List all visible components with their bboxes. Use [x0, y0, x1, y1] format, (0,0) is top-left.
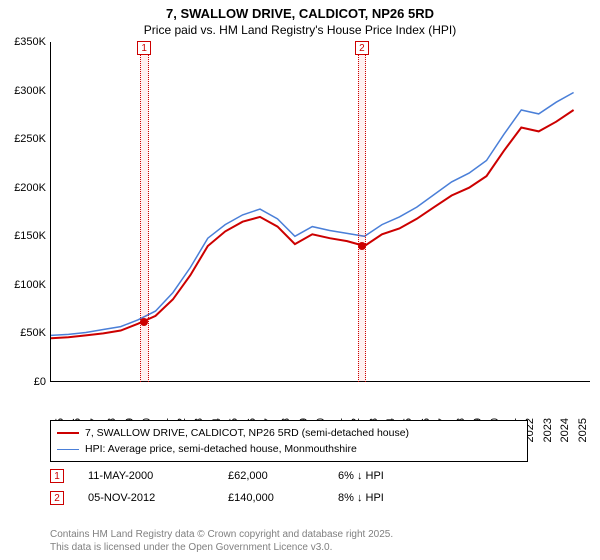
sale-row-2: 2 05-NOV-2012 £140,000 8% ↓ HPI — [50, 487, 458, 509]
y-tick-label: £0 — [0, 376, 46, 388]
range-marker-2: 2 — [355, 41, 369, 55]
y-tick-label: £100K — [0, 279, 46, 291]
sale-dot-2 — [358, 242, 366, 250]
sales-table: 1 11-MAY-2000 £62,000 6% ↓ HPI 2 05-NOV-… — [50, 465, 458, 509]
footer-line-2: This data is licensed under the Open Gov… — [50, 541, 393, 554]
legend-swatch-property — [57, 432, 79, 434]
shade-band-1 — [140, 42, 149, 382]
x-tick-label: 2023 — [542, 418, 554, 442]
footer-attribution: Contains HM Land Registry data © Crown c… — [50, 528, 393, 554]
sale-row-1: 1 11-MAY-2000 £62,000 6% ↓ HPI — [50, 465, 458, 487]
legend-label-property: 7, SWALLOW DRIVE, CALDICOT, NP26 5RD (se… — [85, 427, 409, 439]
y-tick-label: £200K — [0, 182, 46, 194]
legend-item-property: 7, SWALLOW DRIVE, CALDICOT, NP26 5RD (se… — [57, 425, 521, 441]
sale-2-date: 05-NOV-2012 — [88, 492, 228, 504]
legend-swatch-hpi — [57, 449, 79, 450]
series-line-hpi — [51, 93, 574, 336]
y-tick-label: £300K — [0, 85, 46, 97]
sale-1-date: 11-MAY-2000 — [88, 470, 228, 482]
chart-title-block: 7, SWALLOW DRIVE, CALDICOT, NP26 5RD Pri… — [0, 0, 600, 37]
legend-item-hpi: HPI: Average price, semi-detached house,… — [57, 441, 521, 457]
range-marker-1: 1 — [137, 41, 151, 55]
sale-2-diff: 8% ↓ HPI — [338, 492, 458, 504]
sale-marker-2-icon: 2 — [50, 491, 64, 505]
sale-dot-1 — [140, 318, 148, 326]
x-tick-label: 2024 — [559, 418, 571, 442]
sale-2-price: £140,000 — [228, 492, 338, 504]
line-series-svg — [51, 42, 591, 382]
y-tick-label: £350K — [0, 36, 46, 48]
chart-title-address: 7, SWALLOW DRIVE, CALDICOT, NP26 5RD — [0, 6, 600, 21]
sale-1-price: £62,000 — [228, 470, 338, 482]
shade-band-2 — [358, 42, 367, 382]
y-tick-label: £50K — [0, 327, 46, 339]
sale-1-diff: 6% ↓ HPI — [338, 470, 458, 482]
chart-area: £0£50K£100K£150K£200K£250K£300K£350K 12 … — [0, 42, 600, 412]
plot-area: 12 — [50, 42, 590, 382]
series-line-property — [51, 110, 574, 338]
sale-marker-1-icon: 1 — [50, 469, 64, 483]
legend-label-hpi: HPI: Average price, semi-detached house,… — [85, 443, 357, 455]
chart-title-subtitle: Price paid vs. HM Land Registry's House … — [0, 23, 600, 37]
legend-box: 7, SWALLOW DRIVE, CALDICOT, NP26 5RD (se… — [50, 420, 528, 462]
footer-line-1: Contains HM Land Registry data © Crown c… — [50, 528, 393, 541]
x-tick-label: 2025 — [577, 418, 589, 442]
y-tick-label: £150K — [0, 230, 46, 242]
y-tick-label: £250K — [0, 133, 46, 145]
